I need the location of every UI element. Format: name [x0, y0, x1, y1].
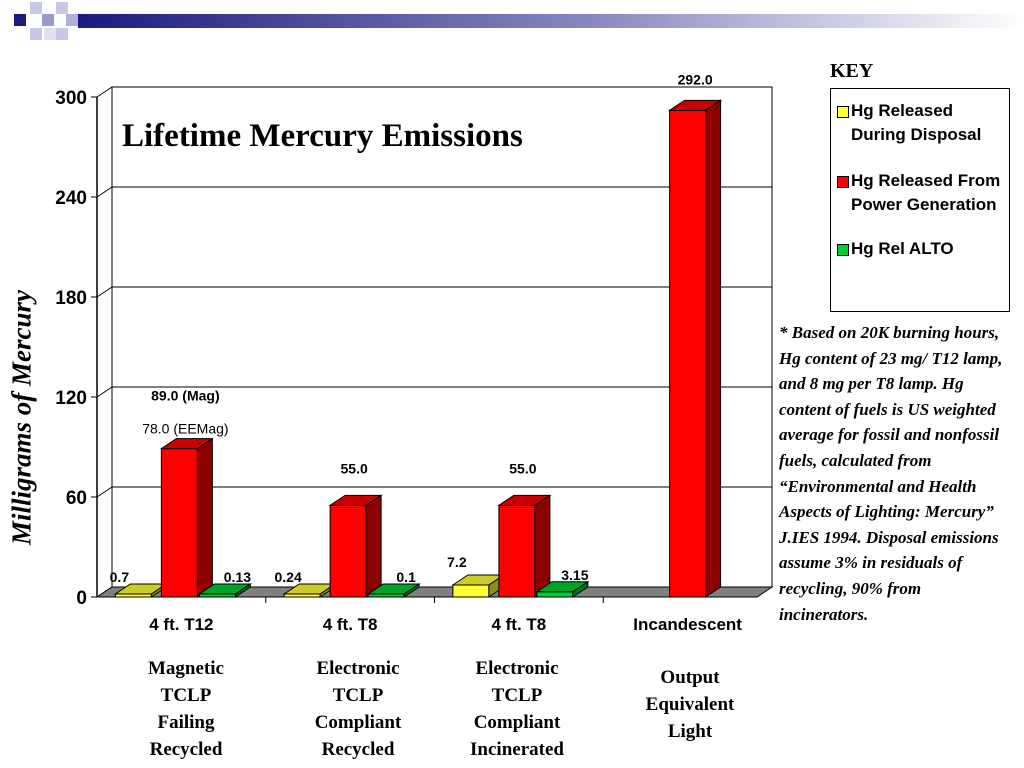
y-tick-label: 120	[55, 388, 87, 409]
bar-side	[365, 494, 382, 598]
gridline-side	[96, 486, 113, 498]
decoration-square	[56, 2, 68, 14]
legend-item-alto: Hg Rel ALTO	[837, 237, 1001, 261]
decoration-square	[14, 14, 26, 26]
chart-title: Lifetime Mercury Emissions	[122, 118, 523, 154]
legend-swatch-yellow	[837, 106, 849, 118]
decoration-square	[66, 14, 78, 26]
bar	[328, 494, 383, 598]
bar-front	[452, 584, 490, 598]
bar	[366, 583, 421, 598]
data-label: 0.13	[224, 569, 251, 585]
y-tick-label: 180	[55, 288, 87, 309]
bar-side	[403, 583, 420, 598]
bar	[159, 437, 215, 598]
data-label: 55.0	[509, 460, 536, 476]
y-tick-label: 300	[55, 88, 87, 109]
bar-side	[705, 99, 722, 598]
legend-item-power: Hg Released From Power Generation	[837, 169, 1001, 217]
bar-front	[160, 448, 198, 598]
x-tick-label: 4 ft. T8	[323, 615, 378, 634]
legend-swatch-green	[837, 244, 849, 256]
bar	[667, 99, 723, 598]
bar-side	[234, 583, 251, 598]
data-label: 7.2	[447, 554, 467, 570]
bar-front	[536, 591, 574, 598]
y-tick-label: 240	[55, 188, 87, 209]
decoration-square	[44, 28, 56, 40]
gridline-side	[96, 386, 113, 398]
decoration-square	[42, 14, 54, 26]
gridline-side	[96, 186, 113, 198]
plot-area	[111, 86, 773, 588]
x-tick-label: 4 ft. T12	[149, 615, 213, 634]
bar	[535, 580, 590, 598]
bar-front	[329, 504, 367, 598]
y-axis-label: Milligrams of Mercury	[6, 290, 37, 546]
bar-side	[196, 437, 213, 598]
y-tick-label: 0	[76, 588, 87, 609]
data-label: 0.24	[275, 569, 302, 585]
decoration-square	[56, 28, 68, 40]
legend-label: Hg Rel ALTO	[851, 239, 954, 258]
annotation-label: 78.0 (EEMag)	[142, 421, 228, 437]
decoration-square	[30, 28, 42, 40]
data-label: 292.0	[678, 71, 713, 87]
header-decoration	[14, 2, 1024, 40]
legend-item-disposal: Hg Released During Disposal	[837, 99, 1001, 147]
gridline-side	[96, 86, 113, 98]
bar-front	[498, 504, 536, 598]
legend: Hg Released During Disposal Hg Released …	[830, 88, 1010, 312]
bar	[197, 583, 253, 598]
bar-side	[534, 494, 551, 598]
data-label: 89.0 (Mag)	[151, 388, 219, 404]
bar-front	[669, 109, 707, 598]
legend-title: KEY	[830, 60, 874, 82]
data-label: 3.15	[561, 567, 588, 583]
data-label: 55.0	[341, 460, 368, 476]
header-gradient-bar	[78, 14, 1024, 28]
x-tick-label: 4 ft. T8	[491, 615, 546, 634]
decoration-square	[30, 2, 42, 14]
gridline-side	[96, 286, 113, 298]
footnote: * Based on 20K burning hours, Hg content…	[779, 323, 1003, 624]
bar	[497, 494, 552, 598]
y-tick-label: 60	[66, 488, 87, 509]
data-label: 0.7	[110, 569, 130, 585]
category-description: Electronic TCLP Compliant Incinerated	[470, 658, 564, 760]
category-description: Output Equivalent Light	[645, 667, 735, 742]
category-description: Magnetic TCLP Failing Recycled	[148, 658, 224, 760]
legend-swatch-red	[837, 176, 849, 188]
x-tick-label: Incandescent	[633, 615, 742, 634]
bar-chart: 0 60 120 180 240 300 4 ft. T12 4 ft. T8 4 ft. T8…	[55, 71, 774, 634]
legend-label: Hg Released From Power Generation	[851, 171, 1001, 214]
category-description: Electronic TCLP Compliant Recycled	[314, 658, 402, 760]
bar-side	[572, 580, 589, 598]
data-label: 0.1	[396, 569, 416, 585]
legend-label: Hg Released During Disposal	[851, 101, 982, 144]
